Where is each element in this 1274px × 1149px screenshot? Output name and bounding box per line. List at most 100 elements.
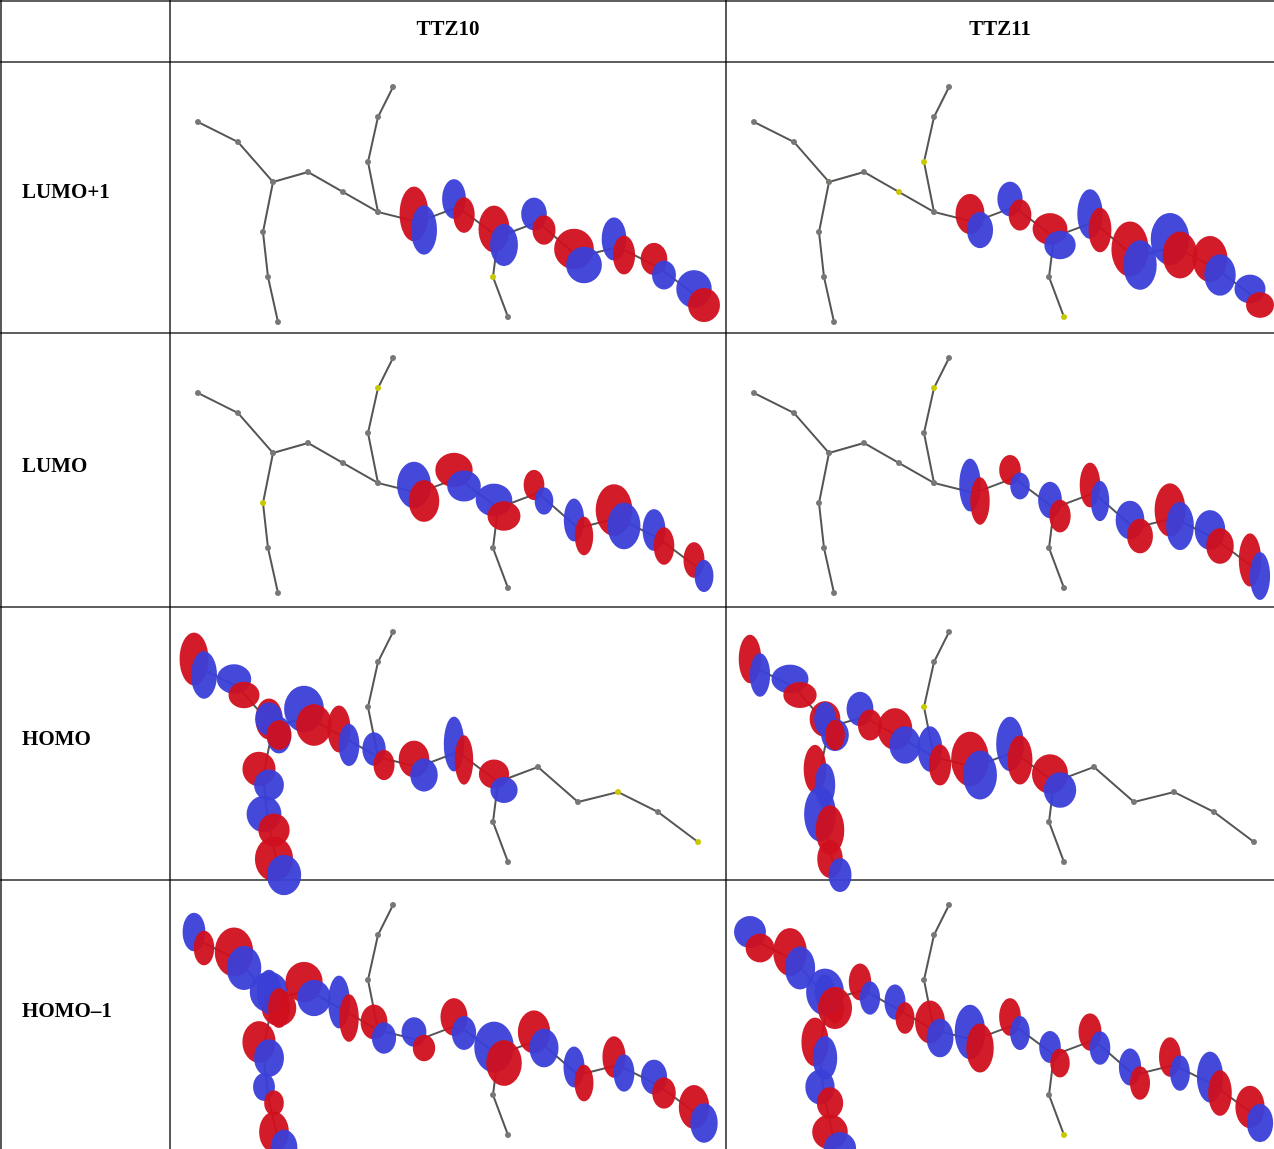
lobe [229, 682, 260, 709]
atom [921, 430, 927, 436]
atom [1251, 839, 1257, 845]
atom [305, 440, 311, 446]
lobe [1170, 1055, 1190, 1091]
bond [819, 453, 834, 593]
atom [365, 159, 371, 165]
lobe [1123, 240, 1156, 290]
atom [816, 229, 822, 235]
atom [921, 977, 927, 983]
lobe [688, 288, 720, 322]
lobe [535, 487, 554, 514]
row-label: LUMO [22, 453, 87, 477]
atom [946, 355, 952, 361]
table-grid [0, 0, 1274, 1149]
atom [1046, 274, 1052, 280]
orbital-image [734, 902, 1273, 1149]
atom [896, 189, 902, 195]
atom [375, 932, 381, 938]
lobe [254, 769, 284, 800]
lobe [614, 1054, 635, 1091]
lobe [750, 653, 770, 697]
lobe [1208, 1070, 1232, 1116]
orbital-image [751, 84, 1274, 325]
atom [1046, 819, 1052, 825]
lobe [267, 855, 301, 895]
atom [340, 189, 346, 195]
column-header: TTZ11 [969, 16, 1031, 40]
atom [615, 789, 621, 795]
atom [831, 319, 837, 325]
orbital-image [739, 629, 1257, 892]
atom [365, 430, 371, 436]
lobe [1090, 1031, 1111, 1064]
lobe [268, 988, 290, 1028]
atom [816, 500, 822, 506]
atom [490, 819, 496, 825]
column-header: TTZ10 [416, 16, 479, 40]
atom [931, 932, 937, 938]
atom [265, 545, 271, 551]
lobe [452, 1016, 476, 1050]
atom [260, 500, 266, 506]
lobe [1010, 473, 1029, 500]
lobe [447, 471, 481, 502]
atom [375, 209, 381, 215]
atom [1091, 764, 1097, 770]
lobe [486, 1040, 522, 1086]
atom [931, 114, 937, 120]
lobe [490, 777, 517, 803]
lobe [608, 503, 641, 549]
atom [365, 704, 371, 710]
atom [505, 859, 511, 865]
orbital-image [195, 355, 713, 596]
lobe [829, 858, 852, 892]
orbital-image [180, 629, 701, 895]
orbital-image [195, 84, 720, 325]
lobe [895, 1002, 914, 1034]
lobe [690, 1103, 717, 1143]
lobe [1049, 500, 1070, 533]
lobe [966, 1024, 994, 1073]
lobe [566, 247, 602, 283]
atom [490, 1092, 496, 1098]
lobe [652, 1077, 676, 1108]
atom [695, 839, 701, 845]
lobe [191, 651, 217, 698]
atom [375, 114, 381, 120]
atom [931, 385, 937, 391]
atom [305, 169, 311, 175]
lobe [575, 1065, 594, 1102]
orbital-image [183, 902, 718, 1149]
lobe [817, 1087, 843, 1119]
atom [390, 84, 396, 90]
bond [368, 87, 393, 212]
atom [375, 480, 381, 486]
lobe [613, 236, 635, 275]
atom [826, 450, 832, 456]
lobe [488, 501, 521, 530]
lobe [254, 1039, 284, 1077]
lobe [1091, 481, 1110, 521]
bond [819, 182, 834, 322]
lobe [411, 205, 437, 254]
row-label: HOMO [22, 726, 91, 750]
lobe [1044, 772, 1076, 808]
lobe [1008, 735, 1033, 784]
atom [655, 809, 661, 815]
lobe [453, 197, 474, 233]
lobe [413, 1035, 435, 1061]
lobe [1009, 199, 1032, 230]
bond [263, 182, 278, 322]
bond [263, 453, 278, 593]
row-label: LUMO+1 [22, 179, 110, 203]
atom [751, 119, 757, 125]
lobe [1206, 528, 1234, 564]
lobe [1204, 254, 1235, 295]
lobe [825, 720, 845, 751]
atom [1171, 789, 1177, 795]
atom [896, 460, 902, 466]
atom [375, 659, 381, 665]
lobe [455, 735, 473, 784]
lobe [927, 1019, 954, 1058]
atom [390, 355, 396, 361]
